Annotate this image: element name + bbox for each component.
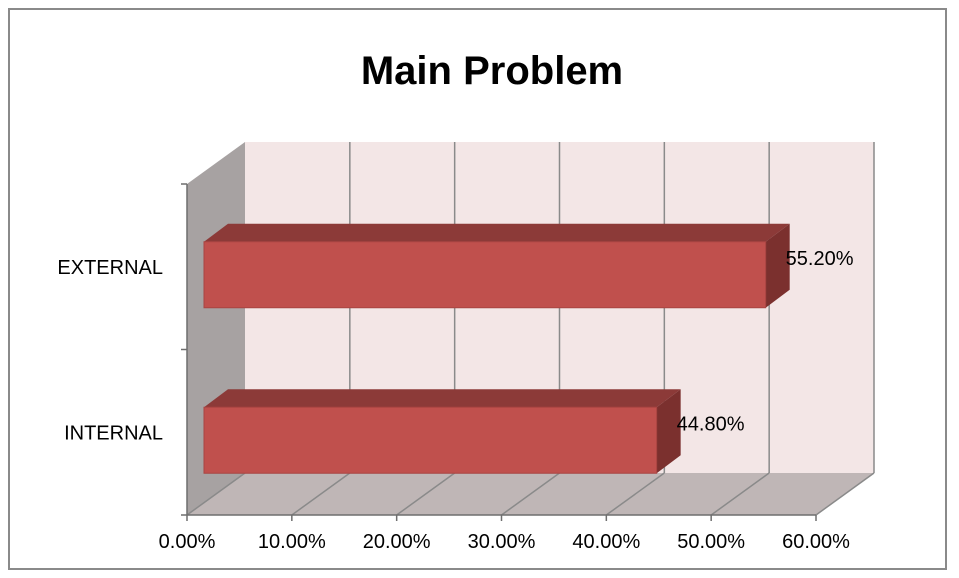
bar-internal	[203, 389, 681, 474]
gridline-floor	[605, 472, 665, 516]
chart-title: Main Problem	[361, 49, 623, 93]
bar-top-face	[204, 389, 681, 408]
bar-side-face	[656, 389, 681, 474]
data-label: 44.80%	[677, 413, 745, 435]
gridline-floor	[291, 472, 351, 516]
data-label: 55.20%	[786, 248, 854, 270]
bar-external	[203, 223, 790, 309]
x-tick-label: 20.00%	[363, 531, 431, 553]
bar-chart: Main Problem 0.00% 10.00% 20.00% 30.00% 40.0…	[57, 49, 875, 553]
gridline-floor	[501, 472, 560, 516]
x-tick-label: 40.00%	[572, 531, 640, 553]
bar-front-face	[203, 406, 658, 474]
gridline-floor	[710, 472, 770, 516]
x-tick-label: 30.00%	[468, 531, 536, 553]
category-label: EXTERNAL	[57, 257, 163, 279]
bars	[203, 223, 790, 474]
gridline-floor	[396, 472, 456, 516]
x-tick-label: 10.00%	[258, 531, 326, 553]
labels: 0.00% 10.00% 20.00% 30.00% 40.00% 50.00% 60.00…	[57, 248, 853, 553]
x-tick-label: 0.00%	[159, 531, 216, 553]
x-tick-label: 60.00%	[782, 531, 850, 553]
gridline-floor	[815, 472, 875, 516]
x-tick-label: 50.00%	[677, 531, 745, 553]
category-label: INTERNAL	[64, 422, 163, 444]
bar-front-face	[203, 241, 767, 309]
bar-side-face	[765, 223, 790, 308]
gridline-floor	[186, 472, 246, 516]
axes	[181, 183, 817, 521]
bar-top-face	[204, 223, 790, 242]
chart-frame: Main Problem 0.00% 10.00% 20.00% 30.00% 40.0…	[8, 8, 947, 570]
